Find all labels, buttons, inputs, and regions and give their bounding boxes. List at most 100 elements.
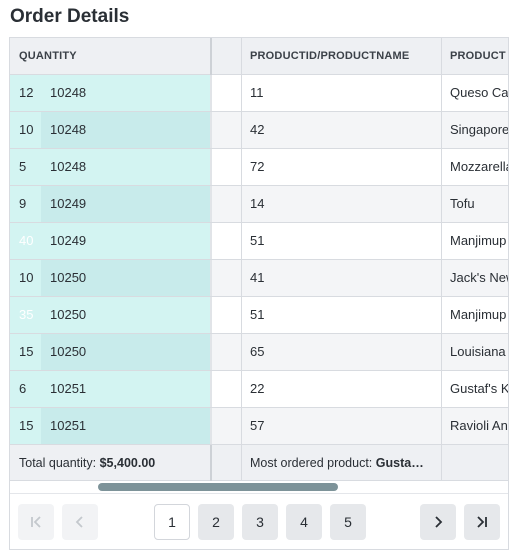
table-row[interactable]: 10 10250 41 Jack's New xyxy=(10,260,509,297)
cell-order-id[interactable]: 10248 xyxy=(41,112,210,148)
cell-quantity[interactable]: 15 xyxy=(10,334,41,370)
pinned-divider xyxy=(210,112,212,148)
grid-footer: Total quantity: $5,400.00 Most ordered p… xyxy=(10,445,508,481)
cell-product-id[interactable]: 65 xyxy=(250,344,265,359)
cell-spacer xyxy=(210,186,241,222)
cell-spacer xyxy=(210,223,241,259)
pinned-divider xyxy=(210,408,212,444)
cell-quantity[interactable]: 40 xyxy=(10,223,41,259)
horizontal-scrollbar[interactable] xyxy=(10,481,508,493)
cell-order-id[interactable]: 10249 xyxy=(41,186,210,222)
table-row[interactable]: 35 10250 51 Manjimup xyxy=(10,297,508,334)
cell-quantity[interactable]: 5 xyxy=(10,149,41,185)
column-divider xyxy=(241,75,242,111)
chevron-right-icon xyxy=(435,516,443,528)
cell-quantity[interactable]: 6 xyxy=(10,371,41,407)
cell-order-id[interactable]: 10251 xyxy=(41,408,210,444)
cell-product-id[interactable]: 51 xyxy=(250,233,265,248)
pinned-divider xyxy=(210,223,212,259)
cell-quantity[interactable]: 10 xyxy=(10,112,41,148)
cell-product-name[interactable]: Ravioli Ang xyxy=(450,418,509,433)
total-quantity-summary: Total quantity: $5,400.00 xyxy=(19,445,209,481)
table-row[interactable]: 40 10249 51 Manjimup xyxy=(10,223,508,260)
cell-product-id[interactable]: 41 xyxy=(250,270,265,285)
page-button-1[interactable]: 1 xyxy=(154,504,190,540)
column-header-productid-productname[interactable]: PRODUCTID/PRODUCTNAME xyxy=(250,50,410,62)
cell-quantity[interactable]: 9 xyxy=(10,186,41,222)
table-row[interactable]: 15 10251 57 Ravioli Ang xyxy=(10,408,509,445)
cell-product-name[interactable]: Jack's New xyxy=(450,270,509,285)
column-divider xyxy=(441,260,442,296)
column-header-quantity[interactable]: QUANTITY xyxy=(19,50,77,62)
pinned-divider xyxy=(210,75,212,111)
column-divider xyxy=(441,75,442,111)
cell-product-id[interactable]: 51 xyxy=(250,307,265,322)
pinned-divider xyxy=(210,297,212,333)
most-ordered-summary: Most ordered product: Gusta… xyxy=(250,445,435,481)
cell-quantity[interactable]: 35 xyxy=(10,297,41,333)
cell-product-name[interactable]: Louisiana xyxy=(450,344,506,359)
page-button-3[interactable]: 3 xyxy=(242,504,278,540)
horizontal-scrollbar-thumb[interactable] xyxy=(98,483,338,491)
column-divider xyxy=(441,149,442,185)
cell-spacer xyxy=(210,260,241,296)
cell-quantity[interactable]: 12 xyxy=(10,75,41,111)
next-page-button[interactable] xyxy=(420,504,456,540)
grid-header: QUANTITY PRODUCTID/PRODUCTNAME PRODUCT xyxy=(10,38,508,75)
order-details-grid: QUANTITY PRODUCTID/PRODUCTNAME PRODUCT 1… xyxy=(9,37,509,550)
cell-order-id[interactable]: 10248 xyxy=(41,75,210,111)
cell-quantity[interactable]: 15 xyxy=(10,408,41,444)
cell-product-name[interactable]: Manjimup xyxy=(450,307,507,322)
page-title: Order Details xyxy=(10,6,130,27)
cell-quantity[interactable]: 10 xyxy=(10,260,41,296)
cell-spacer xyxy=(210,371,241,407)
cell-product-name[interactable]: Mozzarella xyxy=(450,159,509,174)
column-divider xyxy=(441,445,442,481)
cell-product-name[interactable]: Singapore xyxy=(450,122,509,137)
table-row[interactable]: 5 10248 72 Mozzarella xyxy=(10,149,509,186)
cell-product-id[interactable]: 14 xyxy=(250,196,265,211)
table-row[interactable]: 15 10250 65 Louisiana xyxy=(10,334,508,371)
page-button-5[interactable]: 5 xyxy=(330,504,366,540)
previous-page-button[interactable] xyxy=(62,504,98,540)
table-row[interactable]: 10 10248 42 Singapore xyxy=(10,112,509,149)
cell-order-id[interactable]: 10251 xyxy=(41,371,210,407)
page-button-2[interactable]: 2 xyxy=(198,504,234,540)
cell-product-id[interactable]: 72 xyxy=(250,159,265,174)
cell-spacer xyxy=(210,149,241,185)
cell-order-id[interactable]: 10249 xyxy=(41,223,210,259)
cell-spacer xyxy=(210,408,241,444)
table-row[interactable]: 6 10251 22 Gustaf's K xyxy=(10,371,509,408)
cell-product-id[interactable]: 42 xyxy=(250,122,265,137)
cell-spacer xyxy=(210,75,241,111)
column-divider xyxy=(441,334,442,370)
column-divider xyxy=(441,112,442,148)
column-header-product[interactable]: PRODUCT xyxy=(450,50,506,62)
cell-product-id[interactable]: 11 xyxy=(250,85,264,100)
column-divider xyxy=(241,186,242,222)
cell-order-id[interactable]: 10248 xyxy=(41,149,210,185)
last-page-icon xyxy=(477,516,487,528)
page-button-4[interactable]: 4 xyxy=(286,504,322,540)
cell-product-id[interactable]: 57 xyxy=(250,418,265,433)
cell-order-id[interactable]: 10250 xyxy=(41,334,210,370)
cell-product-name[interactable]: Manjimup xyxy=(450,233,507,248)
last-page-button[interactable] xyxy=(464,504,500,540)
chevron-left-icon xyxy=(75,516,83,528)
column-divider xyxy=(441,371,442,407)
table-row[interactable]: 9 10249 14 Tofu xyxy=(10,186,508,223)
column-divider[interactable] xyxy=(441,38,442,75)
cell-product-name[interactable]: Queso Cab xyxy=(450,85,509,100)
cell-order-id[interactable]: 10250 xyxy=(41,297,210,333)
column-divider xyxy=(241,334,242,370)
cell-order-id[interactable]: 10250 xyxy=(41,260,210,296)
cell-product-id[interactable]: 22 xyxy=(250,381,265,396)
column-divider[interactable] xyxy=(241,38,242,75)
cell-product-name[interactable]: Gustaf's K xyxy=(450,381,509,396)
total-quantity-value: $5,400.00 xyxy=(99,456,156,470)
column-divider xyxy=(241,371,242,407)
cell-product-name[interactable]: Tofu xyxy=(450,196,475,211)
first-page-button[interactable] xyxy=(18,504,54,540)
